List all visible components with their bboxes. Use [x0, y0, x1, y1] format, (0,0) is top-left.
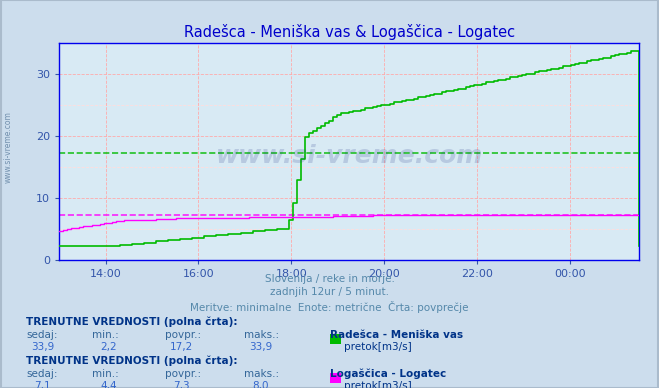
Text: sedaj:: sedaj:: [26, 330, 58, 340]
Text: www.si-vreme.com: www.si-vreme.com: [4, 111, 13, 184]
Text: min.:: min.:: [92, 330, 119, 340]
Text: Slovenija / reke in morje.: Slovenija / reke in morje.: [264, 274, 395, 284]
Text: Radešca - Meniška vas: Radešca - Meniška vas: [330, 330, 463, 340]
Text: 7,1: 7,1: [34, 381, 51, 388]
Text: maks.:: maks.:: [244, 330, 279, 340]
Text: 4,4: 4,4: [100, 381, 117, 388]
Text: pretok[m3/s]: pretok[m3/s]: [344, 381, 412, 388]
Text: povpr.:: povpr.:: [165, 330, 201, 340]
Text: 8,0: 8,0: [252, 381, 269, 388]
Text: TRENUTNE VREDNOSTI (polna črta):: TRENUTNE VREDNOSTI (polna črta):: [26, 355, 238, 365]
Text: pretok[m3/s]: pretok[m3/s]: [344, 342, 412, 352]
Text: Meritve: minimalne  Enote: metrične  Črta: povprečje: Meritve: minimalne Enote: metrične Črta:…: [190, 301, 469, 313]
Text: 33,9: 33,9: [248, 342, 272, 352]
Title: Radešca - Meniška vas & Logaščica - Logatec: Radešca - Meniška vas & Logaščica - Loga…: [184, 24, 515, 40]
Text: www.si-vreme.com: www.si-vreme.com: [215, 144, 483, 168]
Text: 7,3: 7,3: [173, 381, 190, 388]
Text: 17,2: 17,2: [169, 342, 193, 352]
Text: zadnjih 12ur / 5 minut.: zadnjih 12ur / 5 minut.: [270, 287, 389, 297]
Text: 2,2: 2,2: [100, 342, 117, 352]
Text: sedaj:: sedaj:: [26, 369, 58, 379]
Text: min.:: min.:: [92, 369, 119, 379]
Text: povpr.:: povpr.:: [165, 369, 201, 379]
Text: TRENUTNE VREDNOSTI (polna črta):: TRENUTNE VREDNOSTI (polna črta):: [26, 316, 238, 327]
Text: 33,9: 33,9: [31, 342, 55, 352]
Text: Logaščica - Logatec: Logaščica - Logatec: [330, 369, 445, 379]
Text: maks.:: maks.:: [244, 369, 279, 379]
